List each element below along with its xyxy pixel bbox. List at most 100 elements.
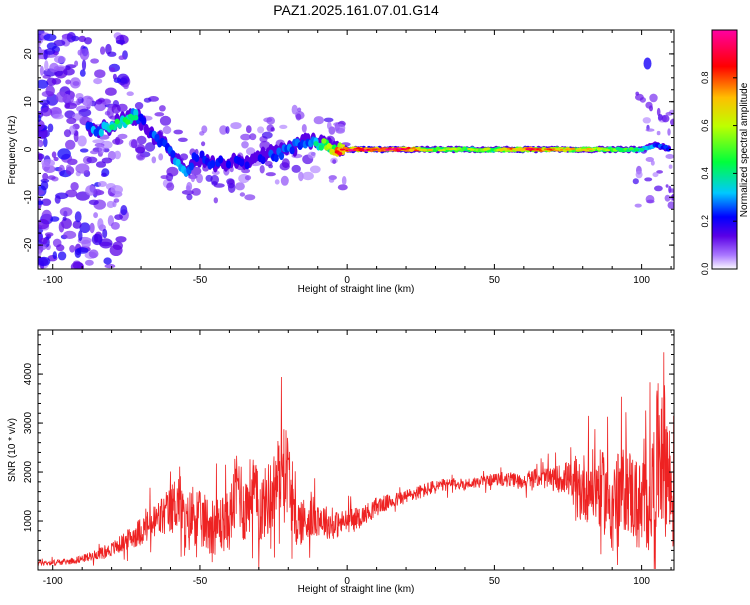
noise-blob <box>264 160 273 167</box>
ridge-segment <box>273 154 279 163</box>
colorbar-band <box>712 261 737 263</box>
noise-blob <box>79 222 91 233</box>
colorbar-band <box>712 225 737 227</box>
noise-blob <box>185 185 191 192</box>
noise-blob <box>100 46 106 55</box>
colorbar-band <box>712 242 737 244</box>
noise-blob <box>667 128 671 136</box>
noise-blob <box>44 232 54 237</box>
noise-blob <box>47 123 54 133</box>
noise-blob <box>656 130 661 136</box>
colorbar-band <box>712 243 737 245</box>
colorbar-band <box>712 54 737 56</box>
colorbar-band <box>712 65 737 67</box>
noise-blob <box>323 117 334 123</box>
colorbar-band <box>712 74 737 76</box>
noise-blob <box>656 170 663 174</box>
colorbar-band <box>712 111 737 113</box>
noise-blob <box>118 55 125 60</box>
colorbar-band <box>712 50 737 52</box>
colorbar-band <box>712 105 737 107</box>
noise-blob <box>79 148 89 153</box>
colorbar-tick-label: 0.8 <box>700 72 710 85</box>
colorbar-band <box>712 76 737 78</box>
colorbar-band <box>712 71 737 73</box>
snr-x-label: Height of straight line (km) <box>298 584 415 595</box>
colorbar-band <box>712 224 737 226</box>
noise-blob <box>103 147 110 153</box>
colorbar-band <box>712 228 737 230</box>
ridge-segment <box>125 119 131 125</box>
colorbar-band <box>712 144 737 146</box>
colorbar-band <box>712 113 737 115</box>
noise-blob <box>94 103 103 109</box>
colorbar-band <box>712 78 737 80</box>
y-tick-label: -10 <box>23 190 34 205</box>
noise-blob <box>44 60 49 72</box>
noise-blob <box>135 146 145 153</box>
colorbar-band <box>712 167 737 169</box>
noise-blob <box>654 185 663 192</box>
noise-blob <box>650 160 655 166</box>
colorbar-band <box>712 232 737 234</box>
ridge-segment <box>133 109 139 117</box>
noise-blob <box>291 164 301 173</box>
colorbar-band <box>712 156 737 158</box>
ridge-segment <box>570 147 576 150</box>
colorbar-band <box>712 179 737 181</box>
noise-blob <box>38 200 44 206</box>
colorbar-band <box>712 218 737 220</box>
noise-blob <box>332 159 337 165</box>
spectrogram-x-ticks: -100 -50 0 50 100 <box>43 30 672 286</box>
noise-blob <box>313 116 324 125</box>
colorbar-band <box>712 92 737 94</box>
noise-blob <box>115 39 126 45</box>
noise-blob <box>70 182 79 191</box>
noise-blob <box>120 205 128 216</box>
colorbar-band <box>712 183 737 185</box>
colorbar-band <box>712 125 737 127</box>
colorbar-band <box>712 112 737 114</box>
y-tick-label: 20 <box>23 48 34 60</box>
colorbar-band <box>712 177 737 179</box>
colorbar-band <box>712 258 737 260</box>
colorbar-band <box>712 153 737 155</box>
colorbar-band <box>712 33 737 35</box>
noise-blob <box>668 164 673 169</box>
x-tick-label: 0 <box>344 576 350 587</box>
noise-blob <box>51 78 62 85</box>
colorbar-band <box>712 266 737 268</box>
noise-blob <box>154 112 165 117</box>
noise-blob <box>54 195 61 204</box>
noise-blob <box>665 111 674 116</box>
x-tick-label: 50 <box>489 275 501 286</box>
noise-blob <box>78 108 92 117</box>
colorbar-label: Normalized spectral amplitude <box>739 82 750 217</box>
colorbar-band <box>712 262 737 264</box>
colorbar: 0.0 0.2 0.4 0.6 0.8 Normalized spectral ampl… <box>700 29 750 275</box>
noise-blob <box>83 98 93 108</box>
noise-blob <box>645 101 653 109</box>
ridge-segment <box>260 156 266 165</box>
colorbar-band <box>712 239 737 241</box>
noise-blob <box>111 104 121 114</box>
noise-blob <box>45 85 55 97</box>
noise-blob <box>281 158 290 169</box>
colorbar-band <box>712 247 737 249</box>
ridge-segment <box>596 148 603 151</box>
ridge-segment <box>188 162 194 171</box>
noise-blob <box>145 142 156 152</box>
colorbar-band <box>712 250 737 252</box>
noise-blob <box>40 180 49 191</box>
noise-blob <box>57 251 67 261</box>
noise-blob <box>90 58 99 64</box>
y-tick-label: -20 <box>23 237 34 252</box>
colorbar-band <box>712 196 737 198</box>
ridge-segment <box>318 144 324 151</box>
noise-blob <box>259 165 265 174</box>
noise-blob <box>335 123 346 133</box>
colorbar-band <box>712 114 737 116</box>
colorbar-band <box>712 73 737 75</box>
colorbar-band <box>712 234 737 236</box>
